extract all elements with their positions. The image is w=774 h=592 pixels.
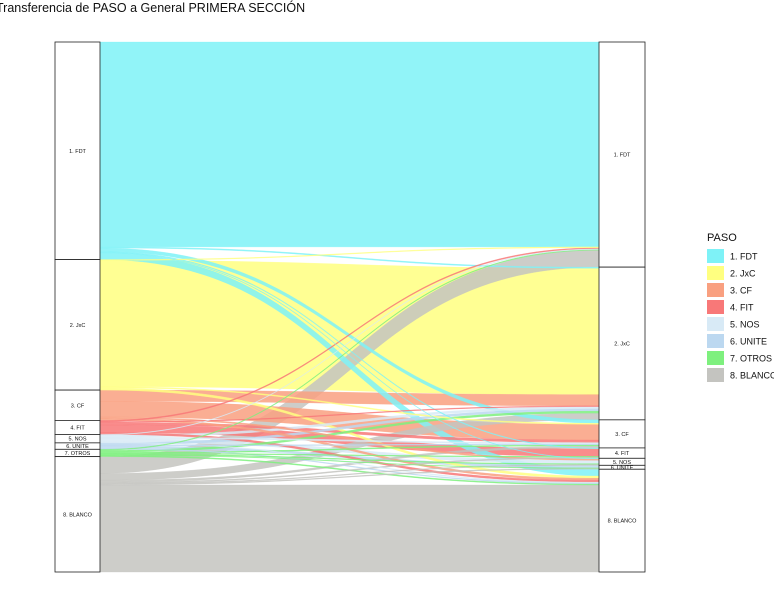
right-stratum-label: 1. FDT [614,153,631,159]
left-stratum-1-fdt [54,41,101,260]
flow-1-fdt-to-1-fdt [99,41,600,248]
legend-label: 5. NOS [730,320,760,330]
legend-key-7-otros [707,351,724,365]
left-stratum-2-jxc [54,259,101,391]
legend-key-6-unite [707,334,724,348]
legend-key-4-fit [707,300,724,314]
left-stratum-label: 2. JxC [70,323,86,329]
left-stratum-8-blanco [54,456,101,573]
left-stratum-label: 6. UNITE [66,444,89,450]
legend-label: 1. FDT [730,252,758,262]
right-stratum-label: 3. CF [615,432,629,438]
legend-label: 7. OTROS [730,354,772,364]
left-stratum-label: 1. FDT [69,149,86,155]
right-stratum-1-fdt [598,41,646,268]
right-stratum-3-cf [598,419,646,449]
legend-label: 2. JxC [730,269,756,279]
flow-8-blanco-to-8-blanco [99,484,600,573]
left-stratum-label: 3. CF [71,403,85,409]
right-stratum-label: 4. FIT [615,451,630,457]
legend-label: 3. CF [730,286,753,296]
left-stratum-label: 7. OTROS [65,451,91,457]
left-stratum-label: 4. FIT [70,425,85,431]
right-stratum-label: 5. NOS [613,460,631,466]
left-stratum-label: 5. NOS [68,437,86,443]
legend-key-2-jxc [707,266,724,280]
legend-title: PASO [707,232,737,244]
left-stratum-label: 8. BLANCO [63,512,92,518]
right-stratum-2-jxc [598,266,646,421]
right-stratum-label: 8. BLANCO [608,519,637,525]
legend-key-5-nos [707,317,724,331]
flows-layer [99,41,600,573]
flow-2-jxc-to-2-jxc [99,260,600,395]
legend-key-1-fdt [707,249,724,263]
legend-label: 8. BLANCO [730,371,774,381]
chart-title: Transferencia de PASO a General PRIMERA … [0,1,306,15]
legend-key-3-cf [707,283,724,297]
right-stratum-label: 6. UNITE [611,465,634,471]
left-stratum-3-cf [54,389,101,421]
right-stratum-label: 2. JxC [614,341,630,347]
legend-key-8-blanco [707,368,724,382]
right-stratum-8-blanco [598,468,646,573]
legend: PASO 1. FDT 2. JxC 3. CF 4. FIT 5. NOS 6. UNIT… [707,232,774,382]
legend-label: 6. UNITE [730,337,767,347]
legend-label: 4. FIT [730,303,754,313]
